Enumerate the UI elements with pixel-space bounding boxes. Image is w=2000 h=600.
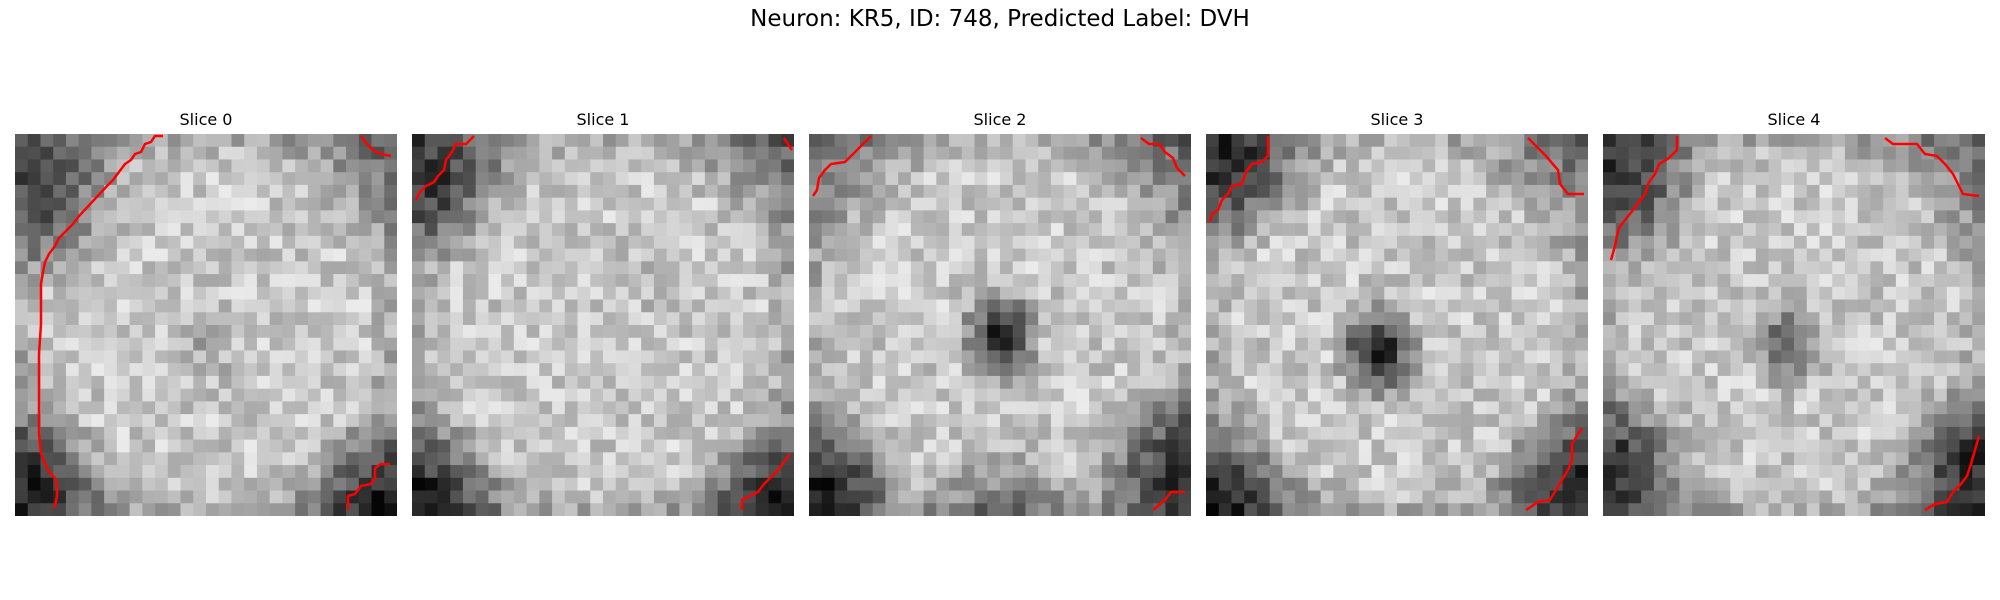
contour-line [1140,137,1186,177]
contour-line [414,135,475,201]
contour-line [811,135,872,197]
slice-image-3 [1206,134,1588,516]
contour-line [360,135,392,158]
slice-title: Slice 2 [973,110,1027,129]
contour-line [1152,490,1185,511]
figure-title: Neuron: KR5, ID: 748, Predicted Label: D… [750,6,1250,32]
contour-line [1525,427,1584,512]
contour-line [1924,435,1981,512]
contour-line [346,462,390,510]
slice-panel-3: Slice 3 [1206,108,1588,516]
slice-image-2 [809,134,1191,516]
contour-line [37,134,163,509]
slice-title: Slice 1 [576,110,630,129]
slice-panel-1: Slice 1 [412,108,794,516]
slice-image-1 [412,134,794,516]
contour-line [1884,137,1980,198]
slice-title: Slice 0 [179,110,233,129]
contour-line [1208,136,1270,223]
contour-line [1609,136,1679,261]
slice-title: Slice 3 [1370,110,1424,129]
slice-panel-4: Slice 4 [1603,108,1985,516]
slice-panel-0: Slice 0 [15,108,397,516]
contour-line [782,137,794,151]
slice-image-4 [1603,134,1985,516]
slice-panel-2: Slice 2 [809,108,1191,516]
slice-title: Slice 4 [1767,110,1821,129]
contour-line [1527,137,1584,196]
slice-image-0 [15,134,397,516]
contour-line [740,453,791,510]
